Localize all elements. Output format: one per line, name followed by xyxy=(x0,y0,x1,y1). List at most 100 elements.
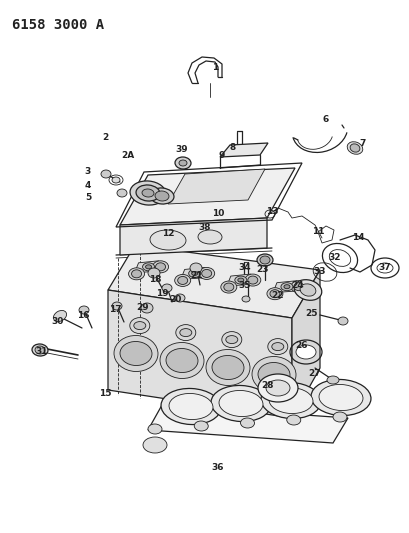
Text: 27: 27 xyxy=(308,368,321,377)
Ellipse shape xyxy=(198,268,214,279)
Text: 3: 3 xyxy=(85,167,91,176)
Text: 6158 3000 A: 6158 3000 A xyxy=(12,18,104,32)
Text: 1: 1 xyxy=(211,63,218,72)
Ellipse shape xyxy=(198,230,221,244)
Ellipse shape xyxy=(271,343,283,351)
Ellipse shape xyxy=(290,281,306,293)
Ellipse shape xyxy=(211,385,270,422)
Text: 2: 2 xyxy=(101,133,108,142)
Polygon shape xyxy=(120,168,294,225)
Ellipse shape xyxy=(241,296,249,302)
Ellipse shape xyxy=(234,276,246,284)
Ellipse shape xyxy=(295,345,315,359)
Text: 37: 37 xyxy=(378,263,390,272)
Ellipse shape xyxy=(53,310,66,321)
Ellipse shape xyxy=(237,278,243,282)
Ellipse shape xyxy=(259,256,270,264)
Text: 6: 6 xyxy=(322,116,328,125)
Text: 12: 12 xyxy=(162,229,174,238)
Ellipse shape xyxy=(130,181,166,205)
Text: 31: 31 xyxy=(36,348,48,357)
Ellipse shape xyxy=(117,189,127,197)
Polygon shape xyxy=(226,274,254,286)
Text: 22: 22 xyxy=(271,290,283,300)
Text: 26: 26 xyxy=(295,341,308,350)
Ellipse shape xyxy=(142,263,154,271)
Ellipse shape xyxy=(130,318,149,334)
Ellipse shape xyxy=(169,393,212,419)
Ellipse shape xyxy=(218,391,262,416)
Ellipse shape xyxy=(376,263,392,273)
Text: 8: 8 xyxy=(229,143,236,152)
Polygon shape xyxy=(148,405,347,443)
Ellipse shape xyxy=(136,185,160,201)
Ellipse shape xyxy=(143,437,166,453)
Text: 28: 28 xyxy=(261,382,274,391)
Text: 9: 9 xyxy=(218,150,225,159)
Ellipse shape xyxy=(223,283,233,291)
Ellipse shape xyxy=(148,424,162,434)
Ellipse shape xyxy=(252,357,295,392)
Ellipse shape xyxy=(194,421,208,431)
Ellipse shape xyxy=(177,277,187,285)
Ellipse shape xyxy=(155,191,169,201)
Ellipse shape xyxy=(161,389,220,425)
Ellipse shape xyxy=(280,282,292,290)
Ellipse shape xyxy=(201,270,211,278)
Ellipse shape xyxy=(247,276,257,284)
Ellipse shape xyxy=(269,290,279,298)
Ellipse shape xyxy=(337,317,347,325)
Text: 29: 29 xyxy=(136,303,149,312)
Ellipse shape xyxy=(155,263,165,271)
Ellipse shape xyxy=(257,374,297,402)
Polygon shape xyxy=(108,245,319,318)
Ellipse shape xyxy=(266,288,282,300)
Ellipse shape xyxy=(131,270,141,278)
Text: 2A: 2A xyxy=(121,150,134,159)
Ellipse shape xyxy=(112,302,122,310)
Text: 35: 35 xyxy=(238,280,251,289)
Text: 14: 14 xyxy=(351,233,364,243)
Polygon shape xyxy=(168,169,264,204)
Text: 10: 10 xyxy=(211,208,224,217)
Ellipse shape xyxy=(265,380,289,396)
Ellipse shape xyxy=(120,342,152,366)
Ellipse shape xyxy=(244,274,260,286)
Ellipse shape xyxy=(160,343,204,378)
Text: 34: 34 xyxy=(238,263,251,272)
Polygon shape xyxy=(291,270,319,418)
Ellipse shape xyxy=(346,142,362,154)
Polygon shape xyxy=(180,268,208,279)
Ellipse shape xyxy=(179,160,187,166)
Ellipse shape xyxy=(257,362,289,386)
Ellipse shape xyxy=(175,294,184,302)
Polygon shape xyxy=(220,143,267,157)
Text: 39: 39 xyxy=(175,146,188,155)
Ellipse shape xyxy=(286,415,300,425)
Ellipse shape xyxy=(162,284,172,292)
Text: 32: 32 xyxy=(328,254,340,262)
Text: 33: 33 xyxy=(313,268,326,277)
Ellipse shape xyxy=(112,177,120,183)
Ellipse shape xyxy=(152,261,168,273)
Ellipse shape xyxy=(310,379,370,416)
Text: 17: 17 xyxy=(108,305,121,314)
Ellipse shape xyxy=(189,263,202,273)
Ellipse shape xyxy=(332,412,346,422)
Ellipse shape xyxy=(150,230,186,250)
Text: 25: 25 xyxy=(305,309,317,318)
Ellipse shape xyxy=(211,356,243,379)
Ellipse shape xyxy=(326,376,338,384)
Ellipse shape xyxy=(114,335,157,372)
Ellipse shape xyxy=(141,303,153,313)
Ellipse shape xyxy=(188,270,200,278)
Ellipse shape xyxy=(180,329,191,337)
Ellipse shape xyxy=(145,265,151,269)
Text: 15: 15 xyxy=(99,389,111,398)
Ellipse shape xyxy=(175,325,196,341)
Ellipse shape xyxy=(101,170,111,178)
Polygon shape xyxy=(272,281,300,293)
Ellipse shape xyxy=(150,188,173,204)
Ellipse shape xyxy=(328,249,350,266)
Ellipse shape xyxy=(261,383,320,418)
